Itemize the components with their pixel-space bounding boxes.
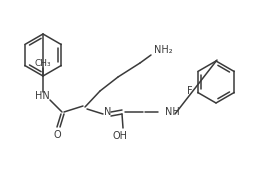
Text: O: O: [53, 130, 61, 140]
Text: NH: NH: [165, 107, 180, 117]
Text: N: N: [104, 107, 112, 117]
Text: F: F: [187, 87, 193, 96]
Text: CH₃: CH₃: [35, 58, 51, 67]
Text: NH₂: NH₂: [154, 45, 172, 55]
Text: HN: HN: [35, 91, 49, 101]
Text: OH: OH: [112, 131, 128, 141]
